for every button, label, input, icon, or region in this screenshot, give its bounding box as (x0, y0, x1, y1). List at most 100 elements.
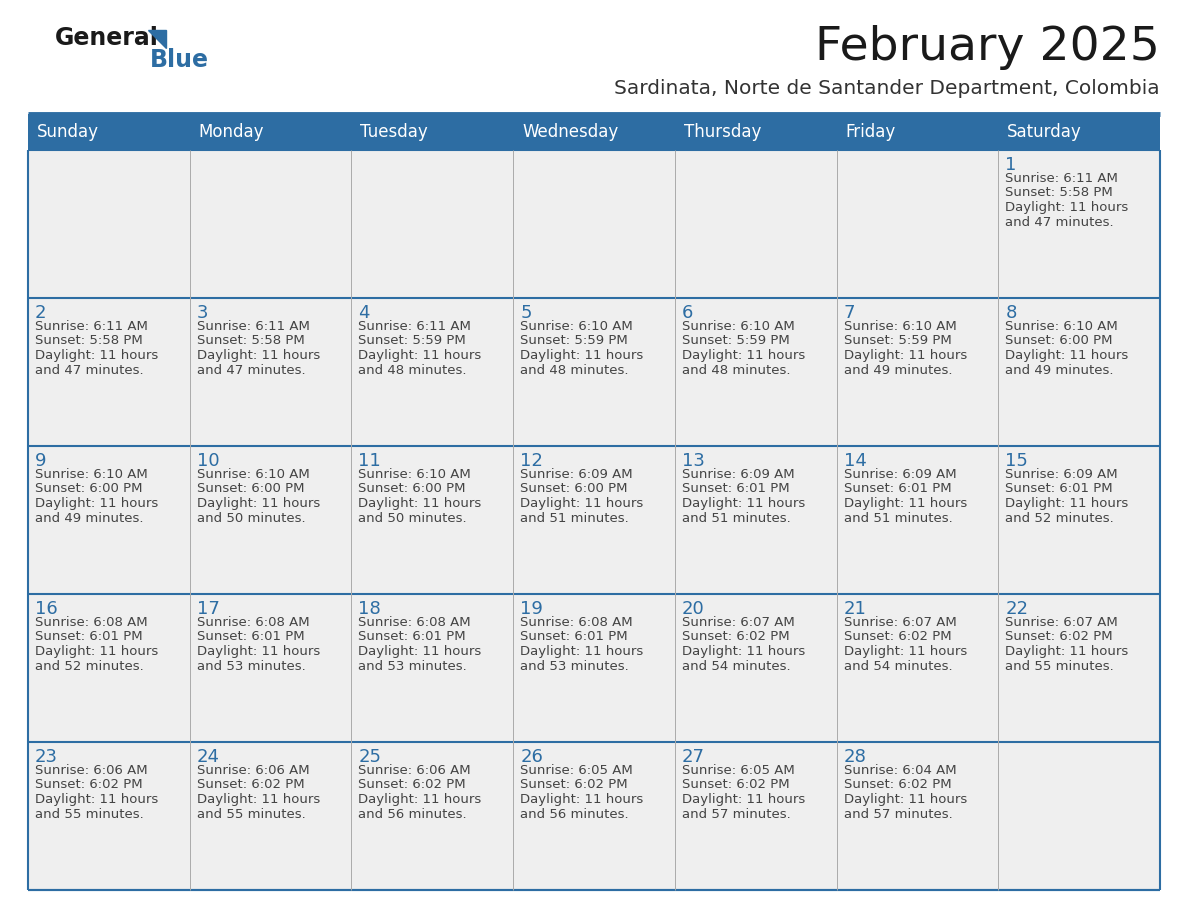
Text: 20: 20 (682, 600, 704, 618)
Text: Sunset: 6:01 PM: Sunset: 6:01 PM (682, 483, 790, 496)
Bar (513, 298, 675, 446)
Text: 21: 21 (843, 600, 866, 618)
Text: Daylight: 11 hours: Daylight: 11 hours (197, 497, 320, 510)
Text: Daylight: 11 hours: Daylight: 11 hours (682, 349, 805, 362)
Text: 10: 10 (197, 452, 220, 470)
Text: Sunrise: 6:04 AM: Sunrise: 6:04 AM (843, 764, 956, 777)
Text: Sunrise: 6:06 AM: Sunrise: 6:06 AM (197, 764, 309, 777)
Text: Sunset: 6:01 PM: Sunset: 6:01 PM (197, 631, 304, 644)
Bar (29, 594, 190, 742)
Text: and 55 minutes.: and 55 minutes. (1005, 659, 1114, 673)
Text: Sunrise: 6:08 AM: Sunrise: 6:08 AM (34, 616, 147, 629)
Text: Sunset: 5:58 PM: Sunset: 5:58 PM (34, 334, 143, 348)
Text: General: General (55, 26, 159, 50)
Bar (190, 742, 352, 890)
Text: Sunrise: 6:07 AM: Sunrise: 6:07 AM (1005, 616, 1118, 629)
Text: and 57 minutes.: and 57 minutes. (843, 808, 953, 821)
Text: and 48 minutes.: and 48 minutes. (682, 364, 790, 376)
Text: and 51 minutes.: and 51 minutes. (682, 511, 790, 524)
Bar (836, 446, 998, 594)
Bar (836, 594, 998, 742)
Text: 18: 18 (359, 600, 381, 618)
Bar (836, 114, 998, 150)
Text: Sunrise: 6:10 AM: Sunrise: 6:10 AM (197, 468, 309, 481)
Text: Thursday: Thursday (684, 123, 762, 141)
Bar (675, 114, 836, 150)
Bar (836, 150, 998, 298)
Text: Daylight: 11 hours: Daylight: 11 hours (34, 645, 158, 658)
Text: and 53 minutes.: and 53 minutes. (197, 659, 305, 673)
Text: Tuesday: Tuesday (360, 123, 428, 141)
Text: and 56 minutes.: and 56 minutes. (520, 808, 628, 821)
Text: Sunset: 6:02 PM: Sunset: 6:02 PM (843, 778, 952, 791)
Text: and 53 minutes.: and 53 minutes. (520, 659, 628, 673)
Text: Daylight: 11 hours: Daylight: 11 hours (1005, 349, 1129, 362)
Text: Sunrise: 6:11 AM: Sunrise: 6:11 AM (1005, 172, 1118, 185)
Bar (352, 114, 513, 150)
Text: and 52 minutes.: and 52 minutes. (34, 659, 144, 673)
Text: 12: 12 (520, 452, 543, 470)
Text: Daylight: 11 hours: Daylight: 11 hours (682, 497, 805, 510)
Bar (190, 594, 352, 742)
Text: and 49 minutes.: and 49 minutes. (1005, 364, 1114, 376)
Text: and 53 minutes.: and 53 minutes. (359, 659, 467, 673)
Text: Friday: Friday (846, 123, 896, 141)
Text: Sunrise: 6:09 AM: Sunrise: 6:09 AM (1005, 468, 1118, 481)
Text: 5: 5 (520, 304, 532, 322)
Text: Sunset: 6:00 PM: Sunset: 6:00 PM (34, 483, 143, 496)
Text: 1: 1 (1005, 156, 1017, 174)
Bar (836, 298, 998, 446)
Text: Sunrise: 6:06 AM: Sunrise: 6:06 AM (359, 764, 472, 777)
Polygon shape (148, 30, 166, 48)
Text: 27: 27 (682, 748, 704, 766)
Text: Sunrise: 6:10 AM: Sunrise: 6:10 AM (843, 320, 956, 333)
Text: 25: 25 (359, 748, 381, 766)
Text: 28: 28 (843, 748, 866, 766)
Text: Daylight: 11 hours: Daylight: 11 hours (34, 497, 158, 510)
Text: Daylight: 11 hours: Daylight: 11 hours (1005, 497, 1129, 510)
Bar (513, 150, 675, 298)
Text: Sunday: Sunday (37, 123, 99, 141)
Text: and 52 minutes.: and 52 minutes. (1005, 511, 1114, 524)
Bar (836, 742, 998, 890)
Text: Daylight: 11 hours: Daylight: 11 hours (1005, 645, 1129, 658)
Text: Sunrise: 6:07 AM: Sunrise: 6:07 AM (682, 616, 795, 629)
Bar (352, 742, 513, 890)
Text: Sunset: 6:02 PM: Sunset: 6:02 PM (682, 631, 790, 644)
Text: Sunset: 6:01 PM: Sunset: 6:01 PM (843, 483, 952, 496)
Bar (998, 594, 1159, 742)
Bar (513, 594, 675, 742)
Text: Daylight: 11 hours: Daylight: 11 hours (682, 645, 805, 658)
Bar (998, 114, 1159, 150)
Bar (190, 298, 352, 446)
Text: and 51 minutes.: and 51 minutes. (843, 511, 953, 524)
Text: Daylight: 11 hours: Daylight: 11 hours (197, 793, 320, 806)
Text: Sunrise: 6:10 AM: Sunrise: 6:10 AM (359, 468, 472, 481)
Text: Monday: Monday (198, 123, 264, 141)
Text: Sunset: 6:00 PM: Sunset: 6:00 PM (1005, 334, 1113, 348)
Bar (998, 298, 1159, 446)
Text: and 48 minutes.: and 48 minutes. (359, 364, 467, 376)
Text: and 49 minutes.: and 49 minutes. (843, 364, 952, 376)
Text: 14: 14 (843, 452, 866, 470)
Text: 11: 11 (359, 452, 381, 470)
Text: Blue: Blue (150, 48, 209, 72)
Text: Sunrise: 6:08 AM: Sunrise: 6:08 AM (197, 616, 309, 629)
Text: and 50 minutes.: and 50 minutes. (197, 511, 305, 524)
Bar (190, 446, 352, 594)
Text: and 50 minutes.: and 50 minutes. (359, 511, 467, 524)
Text: Sunset: 6:02 PM: Sunset: 6:02 PM (682, 778, 790, 791)
Text: Sunrise: 6:09 AM: Sunrise: 6:09 AM (682, 468, 795, 481)
Text: Sunset: 6:01 PM: Sunset: 6:01 PM (34, 631, 143, 644)
Text: Daylight: 11 hours: Daylight: 11 hours (359, 645, 481, 658)
Bar (513, 742, 675, 890)
Text: Daylight: 11 hours: Daylight: 11 hours (520, 645, 644, 658)
Text: Sunset: 6:00 PM: Sunset: 6:00 PM (197, 483, 304, 496)
Text: Saturday: Saturday (1007, 123, 1082, 141)
Bar (675, 594, 836, 742)
Text: Sunrise: 6:11 AM: Sunrise: 6:11 AM (359, 320, 472, 333)
Bar (675, 446, 836, 594)
Text: Sunset: 5:59 PM: Sunset: 5:59 PM (359, 334, 466, 348)
Text: Sunrise: 6:10 AM: Sunrise: 6:10 AM (1005, 320, 1118, 333)
Text: Sunset: 6:01 PM: Sunset: 6:01 PM (359, 631, 466, 644)
